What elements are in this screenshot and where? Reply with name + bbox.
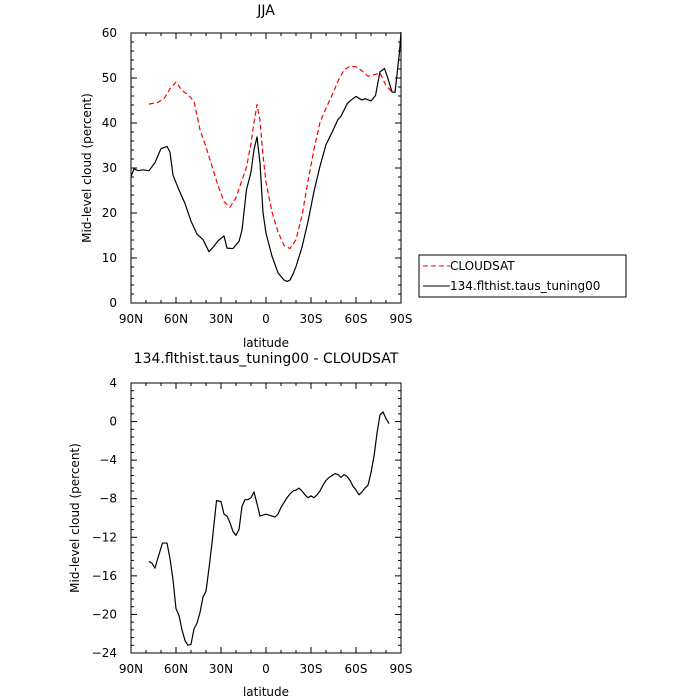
top-chart-title: JJA xyxy=(256,3,275,19)
top-x-axis-label: latitude xyxy=(243,336,289,350)
y-tick-label: −4 xyxy=(99,453,117,467)
x-tick-label: 60N xyxy=(164,312,188,326)
top-panel: JJA 90N 60N 30N 0 30S 60S 90S 0 10 20 30 40 50 60 lat… xyxy=(80,3,627,350)
y-tick-label: 0 xyxy=(109,415,117,429)
y-tick-label: 60 xyxy=(102,26,117,40)
x-tick-label: 30S xyxy=(300,312,323,326)
y-tick-label: −12 xyxy=(92,530,117,544)
legend-box xyxy=(418,254,627,298)
x-tick-label: 30N xyxy=(209,662,233,676)
x-tick-label: 30S xyxy=(300,662,323,676)
x-tick-label: 90S xyxy=(390,662,413,676)
bottom-x-axis-label: latitude xyxy=(243,685,289,699)
top-y-axis-label: Mid-level cloud (percent) xyxy=(80,93,94,243)
x-tick-label: 60S xyxy=(345,312,368,326)
y-tick-label: 30 xyxy=(102,161,117,175)
bottom-panel: 134.flthist.taus_tuning00 - CLOUDSAT 90N… xyxy=(68,351,412,699)
y-tick-label: 40 xyxy=(102,116,117,130)
bottom-chart-title: 134.flthist.taus_tuning00 - CLOUDSAT xyxy=(134,351,399,367)
series-line-cloudsat xyxy=(148,65,393,250)
y-tick-label: 50 xyxy=(102,71,117,85)
y-tick-label: 4 xyxy=(109,376,117,390)
y-tick-label: 20 xyxy=(102,206,117,220)
x-tick-label: 0 xyxy=(262,662,270,676)
x-tick-label: 60N xyxy=(164,662,188,676)
legend-entry-model: 134.flthist.taus_tuning00 xyxy=(450,279,600,293)
bottom-y-axis-label: Mid-level cloud (percent) xyxy=(68,443,82,593)
y-tick-label: 10 xyxy=(102,251,117,265)
y-tick-label: −8 xyxy=(99,492,117,506)
x-tick-label: 0 xyxy=(262,312,270,326)
x-tick-label: 30N xyxy=(209,312,233,326)
y-tick-label: −20 xyxy=(92,607,117,621)
y-tick-label: −16 xyxy=(92,569,117,583)
x-tick-label: 90N xyxy=(119,312,143,326)
x-tick-label: 60S xyxy=(345,662,368,676)
y-tick-label: −24 xyxy=(92,646,117,660)
legend-entry-cloudsat: CLOUDSAT xyxy=(450,259,515,273)
y-tick-label: 0 xyxy=(109,296,117,310)
difference-series-line xyxy=(148,411,390,646)
x-tick-label: 90S xyxy=(390,312,413,326)
legend: CLOUDSAT 134.flthist.taus_tuning00 xyxy=(418,254,627,298)
series-line-134-flthist-taus-tuning00 xyxy=(130,32,402,282)
bottom-plot-frame xyxy=(130,382,402,654)
x-tick-label: 90N xyxy=(119,662,143,676)
